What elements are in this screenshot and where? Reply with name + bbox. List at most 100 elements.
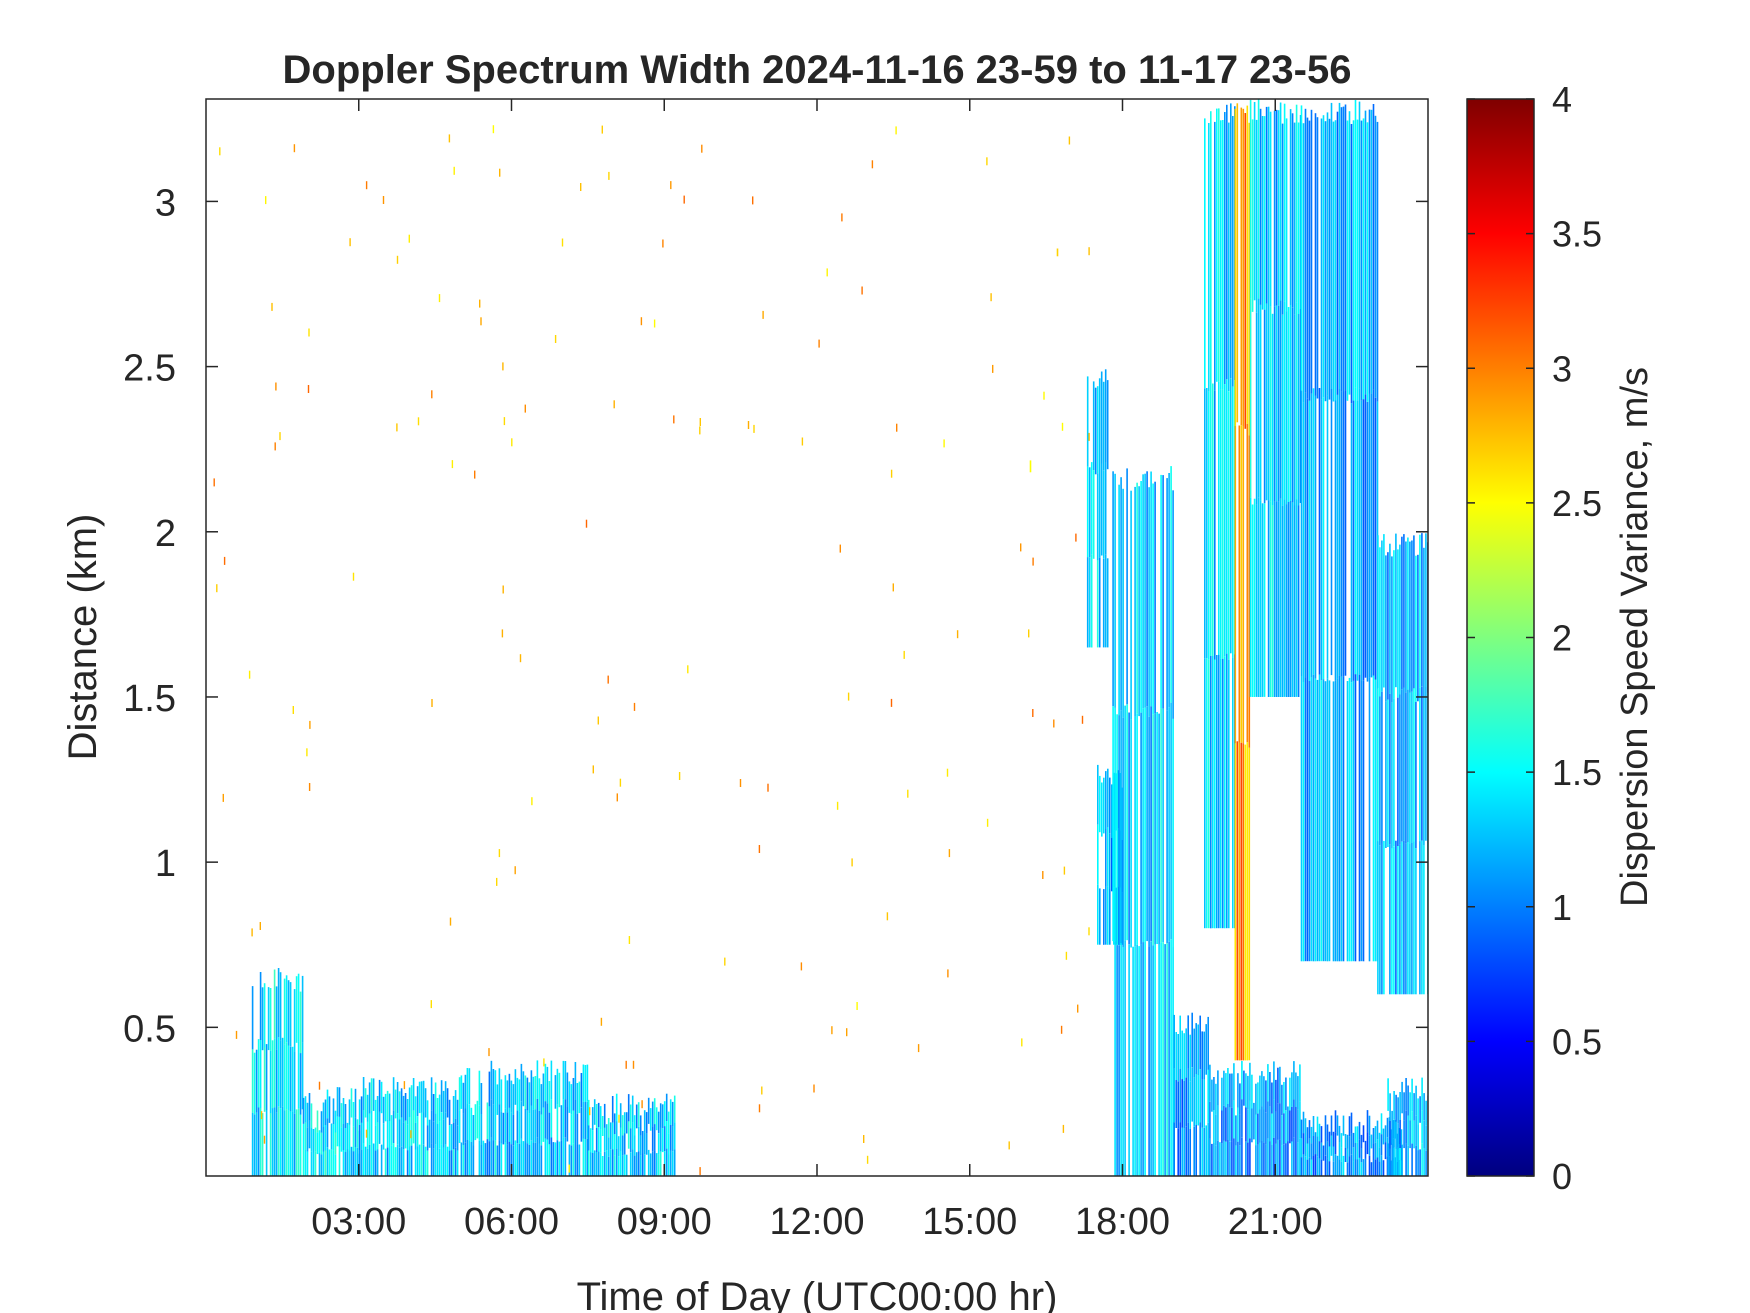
heatmap-cell (269, 988, 272, 1051)
heatmap-cell (390, 1145, 393, 1176)
heatmap-speckle (641, 1100, 643, 1109)
heatmap-speckle (259, 922, 261, 930)
heatmap-cell (1350, 1133, 1353, 1155)
heatmap-cell (442, 1119, 445, 1148)
heatmap-speckle (417, 417, 420, 426)
heatmap-cell (1208, 391, 1210, 660)
heatmap-cell (1289, 1077, 1291, 1111)
heatmap-speckle (861, 286, 863, 295)
heatmap-cell (1295, 1072, 1297, 1107)
heatmap-cell (261, 1113, 264, 1176)
heatmap-cell (1386, 1117, 1389, 1138)
heatmap-region (1300, 100, 1379, 962)
heatmap-cell (324, 1150, 327, 1176)
heatmap-cell (1195, 1023, 1197, 1075)
heatmap-cell (1287, 1106, 1289, 1142)
heatmap-cell (582, 1138, 585, 1176)
heatmap-region (251, 968, 304, 1176)
heatmap-cell (1395, 1148, 1397, 1176)
heatmap-cell (615, 1093, 618, 1122)
heatmap-cell (482, 1140, 485, 1176)
heatmap-cell (1148, 716, 1150, 947)
heatmap-cell (1160, 708, 1162, 943)
heatmap-cell (560, 1140, 563, 1176)
heatmap-cell (1214, 659, 1216, 929)
heatmap-cell (404, 1093, 407, 1121)
heatmap-cell (420, 1081, 423, 1113)
heatmap-cell (1417, 1098, 1419, 1125)
heatmap-cell (538, 1110, 541, 1144)
heatmap-cell (1413, 1093, 1415, 1121)
heatmap-speckle (1032, 709, 1034, 717)
heatmap-cell (1312, 1136, 1315, 1156)
heatmap-cell (1263, 1076, 1265, 1110)
heatmap-cell (283, 1044, 286, 1111)
heatmap-cell (1257, 497, 1260, 697)
heatmap-cell (1204, 118, 1206, 389)
heatmap-cell (408, 1087, 411, 1117)
heatmap-cell (1215, 1083, 1217, 1115)
heatmap-cell (1399, 544, 1401, 695)
heatmap-cell (1104, 554, 1107, 648)
heatmap-cell (1391, 848, 1393, 995)
heatmap-cell (348, 1125, 351, 1151)
heatmap-cell (1382, 1160, 1385, 1176)
heatmap-cell (382, 1096, 385, 1124)
heatmap-cell (603, 1152, 606, 1176)
heatmap-cell (1300, 1157, 1303, 1176)
heatmap-cell (613, 1134, 616, 1156)
heatmap-cell (1124, 940, 1126, 1176)
heatmap-cell (623, 1133, 626, 1155)
heatmap-cell (1107, 827, 1109, 887)
heatmap-cell (275, 986, 278, 1050)
heatmap-cell (1302, 123, 1305, 403)
heatmap-cell (456, 1125, 459, 1151)
heatmap-cell (1277, 501, 1280, 697)
heatmap-speckle (502, 362, 504, 371)
heatmap-speckle (492, 125, 495, 134)
heatmap-cell (291, 1046, 294, 1112)
heatmap-cell (426, 1125, 429, 1151)
heatmap-cell (1283, 103, 1286, 302)
heatmap-cell (299, 991, 302, 1054)
heatmap-cell (1372, 1128, 1375, 1144)
heatmap-speckle (886, 912, 889, 921)
heatmap-cell (293, 989, 296, 1052)
heatmap-cell (599, 1152, 602, 1176)
heatmap-cell (595, 1152, 598, 1176)
heatmap-cell (302, 1150, 305, 1176)
heatmap-cell (1405, 1078, 1407, 1111)
x-tick-label: 21:00 (1228, 1201, 1323, 1243)
heatmap-speckle (640, 317, 643, 326)
heatmap-cell (1283, 301, 1286, 500)
heatmap-cell (1366, 402, 1369, 682)
heatmap-cell (297, 1108, 300, 1176)
heatmap-cell (1415, 1115, 1417, 1146)
heatmap-cell (1374, 679, 1377, 962)
heatmap-cell (1098, 557, 1101, 648)
heatmap-cell (468, 1104, 471, 1141)
heatmap-cell (1086, 557, 1089, 648)
heatmap-cell (1300, 1119, 1303, 1139)
heatmap-cell (1320, 680, 1323, 962)
heatmap-speckle (213, 478, 215, 487)
heatmap-cell (1304, 677, 1307, 962)
heatmap-cell (277, 1106, 280, 1176)
heatmap-cell (1269, 306, 1272, 502)
heatmap-cell (310, 1151, 313, 1176)
heatmap-cell (1350, 1154, 1353, 1176)
heatmap-cell (1209, 1064, 1211, 1102)
heatmap-cell (338, 1087, 341, 1117)
heatmap-cell (659, 1127, 662, 1152)
heatmap-cell (1289, 305, 1292, 501)
heatmap-speckle (589, 1107, 591, 1116)
heatmap-speckle (597, 716, 599, 725)
heatmap-cell (1358, 674, 1361, 962)
heatmap-cell (514, 1069, 517, 1105)
heatmap-cell (1326, 395, 1329, 679)
heatmap-cell (446, 1088, 449, 1118)
heatmap-cell (1332, 1131, 1335, 1147)
heatmap-cell (520, 1138, 523, 1176)
heatmap-cell (1237, 1073, 1239, 1108)
heatmap-cell (1318, 1141, 1321, 1159)
